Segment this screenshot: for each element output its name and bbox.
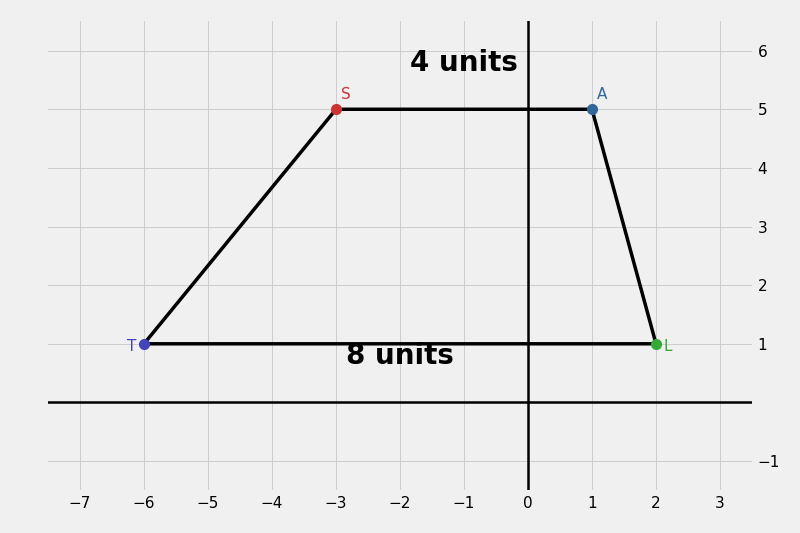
Text: L: L xyxy=(664,339,672,354)
Text: A: A xyxy=(597,87,607,102)
Text: S: S xyxy=(341,87,351,102)
Text: 4 units: 4 units xyxy=(410,49,518,77)
Text: T: T xyxy=(127,339,136,354)
Text: 8 units: 8 units xyxy=(346,342,454,370)
